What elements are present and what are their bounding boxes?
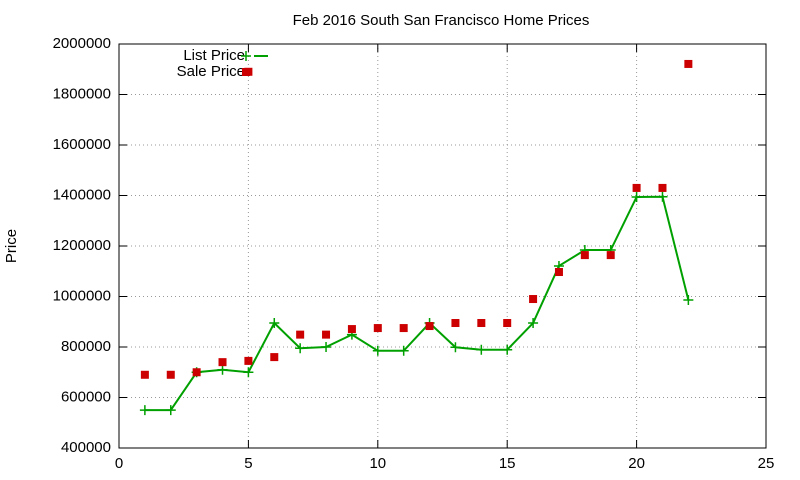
y-tick-label: 800000 [61,338,111,355]
point-marker [450,342,461,353]
point-marker [296,330,305,339]
point-marker [451,319,460,328]
point-marker [554,268,563,277]
legend-marker [242,68,250,76]
point-marker [243,367,254,378]
point-marker [372,345,383,356]
y-tick-label: 1400000 [53,186,111,203]
point-marker [502,344,513,355]
point-marker [373,324,382,333]
point-marker [399,324,408,333]
x-tick-label: 0 [115,455,123,472]
y-tick-label: 600000 [61,388,111,405]
y-tick-label: 2000000 [53,35,111,52]
point-marker [270,353,279,362]
point-marker [528,318,539,329]
legend-label: List Price [183,47,245,64]
point-marker [269,318,280,329]
point-marker [631,192,642,203]
point-marker [192,368,201,377]
chart-title: Feb 2016 South San Francisco Home Prices [293,12,590,29]
y-tick-label: 1200000 [53,237,111,254]
x-tick-label: 20 [628,455,645,472]
x-tick-label: 5 [244,455,252,472]
x-tick-label: 10 [369,455,386,472]
point-marker [139,405,150,416]
y-tick-label: 1600000 [53,136,111,153]
point-marker [476,344,487,355]
point-marker [657,191,668,202]
point-marker [684,59,693,68]
point-marker [321,342,332,352]
y-tick-label: 1000000 [53,287,111,304]
y-tick-label: 1800000 [53,85,111,102]
point-marker [140,370,149,379]
point-marker [606,251,615,260]
point-marker [165,405,176,416]
point-marker [244,356,253,365]
plot-frame [118,43,767,449]
point-marker [217,364,228,375]
point-marker [529,295,538,304]
series-line [144,195,690,412]
point-marker [295,343,306,354]
legend-marker [241,51,251,61]
point-marker [398,345,409,356]
point-marker [503,319,512,328]
x-tick-label: 25 [758,455,775,472]
x-tick-label: 15 [499,455,516,472]
point-marker [477,319,486,328]
point-marker [218,358,227,367]
point-marker [632,183,641,192]
point-marker [322,330,331,339]
point-marker [347,325,356,334]
point-marker [166,370,175,379]
point-marker [658,183,667,192]
point-marker [683,295,694,306]
legend-label: Sale Price [177,63,245,80]
y-axis-label: Price [3,229,20,263]
y-tick-label: 400000 [61,439,111,456]
point-marker [425,322,434,331]
point-marker [580,251,589,260]
